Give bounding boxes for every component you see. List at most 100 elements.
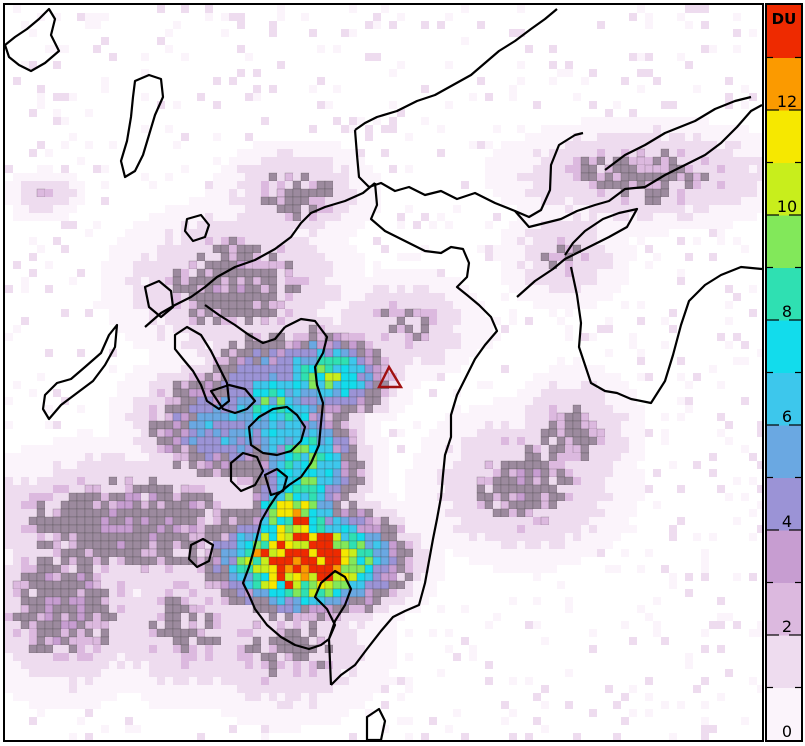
so2-pixel xyxy=(125,613,133,621)
coastline-omura xyxy=(209,383,257,415)
so2-pixel xyxy=(45,653,53,661)
so2-pixel xyxy=(141,693,149,701)
so2-pixel xyxy=(613,285,621,293)
so2-pixel xyxy=(165,333,173,341)
so2-pixel xyxy=(149,253,157,261)
so2-pixel xyxy=(109,565,117,573)
so2-pixel xyxy=(437,365,445,373)
so2-pixel xyxy=(29,685,37,693)
so2-pixel xyxy=(301,677,309,685)
so2-pixel xyxy=(717,429,725,437)
so2-pixel xyxy=(237,221,245,229)
so2-pixel xyxy=(445,13,453,21)
so2-pixel xyxy=(717,381,725,389)
so2-pixel xyxy=(461,493,469,501)
so2-pixel xyxy=(157,573,165,581)
so2-pixel xyxy=(284,380,294,390)
so2-pixel xyxy=(629,397,637,405)
so2-pixel xyxy=(37,165,45,173)
so2-pixel xyxy=(29,197,37,205)
so2-pixel xyxy=(685,117,693,125)
so2-pixel xyxy=(405,253,413,261)
so2-pixel xyxy=(357,645,365,653)
so2-pixel xyxy=(261,173,269,181)
so2-pixel xyxy=(613,701,621,709)
coastline-goto xyxy=(41,323,119,421)
so2-pixel xyxy=(525,141,533,149)
so2-pixel xyxy=(237,149,245,157)
so2-pixel xyxy=(268,516,278,526)
so2-pixel xyxy=(292,492,302,502)
so2-pixel xyxy=(372,588,382,598)
so2-pixel xyxy=(53,669,61,677)
so2-pixel xyxy=(669,581,677,589)
so2-pixel xyxy=(172,508,182,518)
so2-pixel xyxy=(45,205,53,213)
so2-pixel xyxy=(68,492,78,502)
so2-pixel xyxy=(525,677,533,685)
so2-pixel xyxy=(125,725,133,733)
so2-pixel xyxy=(109,141,117,149)
so2-pixel xyxy=(260,436,270,446)
so2-pixel xyxy=(556,444,566,454)
so2-pixel xyxy=(332,444,342,454)
so2-pixel xyxy=(252,404,262,414)
so2-pixel xyxy=(580,452,590,462)
so2-pixel xyxy=(205,605,213,613)
so2-pixel xyxy=(157,613,165,621)
so2-pixel xyxy=(293,229,301,237)
so2-pixel xyxy=(573,493,581,501)
so2-pixel xyxy=(252,556,262,566)
so2-pixel xyxy=(189,565,197,573)
so2-pixel xyxy=(629,133,637,141)
so2-pixel xyxy=(229,501,237,509)
so2-pixel xyxy=(141,341,149,349)
so2-pixel xyxy=(581,381,589,389)
so2-pixel xyxy=(509,317,517,325)
so2-pixel xyxy=(493,165,501,173)
so2-pixel xyxy=(589,525,597,533)
so2-pixel xyxy=(60,508,70,518)
so2-pixel xyxy=(269,677,277,685)
so2-pixel xyxy=(517,5,525,13)
so2-pixel xyxy=(349,189,357,197)
so2-pixel xyxy=(301,261,309,269)
so2-pixel xyxy=(605,373,613,381)
so2-pixel xyxy=(341,277,349,285)
so2-pixel xyxy=(493,405,501,413)
so2-pixel xyxy=(221,325,229,333)
so2-pixel xyxy=(308,324,318,334)
so2-pixel xyxy=(221,165,229,173)
so2-pixel xyxy=(357,221,365,229)
so2-pixel xyxy=(77,469,85,477)
so2-pixel xyxy=(253,157,261,165)
so2-pixel xyxy=(157,365,165,373)
so2-pixel xyxy=(709,157,717,165)
so2-pixel xyxy=(645,245,653,253)
so2-pixel xyxy=(220,548,230,558)
so2-pixel xyxy=(589,197,597,205)
so2-pixel xyxy=(605,245,613,253)
so2-pixel xyxy=(365,277,373,285)
so2-pixel xyxy=(309,701,317,709)
so2-pixel xyxy=(557,389,565,397)
so2-pixel xyxy=(133,245,141,253)
coastline-inland-sea xyxy=(604,95,752,171)
so2-pixel xyxy=(133,293,141,301)
so2-pixel xyxy=(581,237,589,245)
so2-pixel xyxy=(413,341,421,349)
so2-pixel xyxy=(173,669,181,677)
so2-pixel xyxy=(213,693,221,701)
so2-pixel xyxy=(373,301,381,309)
so2-pixel xyxy=(109,301,117,309)
so2-pixel xyxy=(493,173,501,181)
so2-pixel xyxy=(285,221,293,229)
so2-pixel xyxy=(244,460,254,470)
so2-pixel xyxy=(141,317,149,325)
so2-pixel xyxy=(645,53,653,61)
so2-pixel xyxy=(613,469,621,477)
so2-pixel xyxy=(340,484,350,494)
so2-pixel xyxy=(29,453,37,461)
so2-pixel xyxy=(21,277,29,285)
so2-pixel xyxy=(204,404,214,414)
